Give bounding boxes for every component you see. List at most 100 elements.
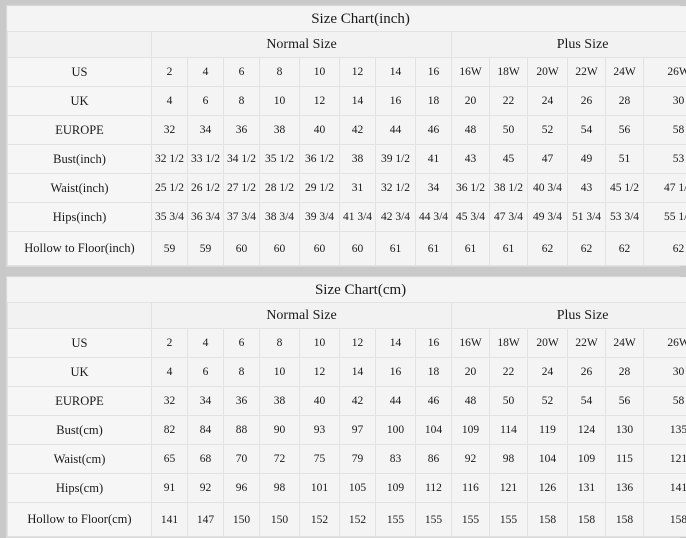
table-cell: 114	[490, 416, 528, 445]
table-cell: 55 1/2	[644, 203, 686, 232]
table-cell: 36 3/4	[188, 203, 224, 232]
table-cell: 45 1/2	[606, 174, 644, 203]
table-cell: 147	[188, 503, 224, 537]
table-cell: 116	[452, 474, 490, 503]
table-cell: 72	[260, 445, 300, 474]
row-label: Hips(cm)	[8, 474, 152, 503]
table-cell: 26	[568, 87, 606, 116]
table-cell: 18	[416, 358, 452, 387]
table-cell: 36	[224, 387, 260, 416]
table-cell: 109	[452, 416, 490, 445]
table-cell: 152	[340, 503, 376, 537]
table-cell: 92	[188, 474, 224, 503]
inch-group-header: Normal Size	[152, 32, 452, 58]
table-cell: 20	[452, 358, 490, 387]
table-cell: 119	[528, 416, 568, 445]
table-cell: 36	[224, 116, 260, 145]
table-cell: 79	[340, 445, 376, 474]
table-cell: 32	[152, 116, 188, 145]
table-cell: 121	[644, 445, 686, 474]
table-cell: 30	[644, 358, 686, 387]
table-cell: 56	[606, 387, 644, 416]
row-label: Hollow to Floor(inch)	[8, 232, 152, 266]
table-cell: 100	[376, 416, 416, 445]
table-cell: 88	[224, 416, 260, 445]
table-cell: 34	[416, 174, 452, 203]
table-cell: 121	[490, 474, 528, 503]
table-cell: 26	[568, 358, 606, 387]
table-cell: 16	[376, 358, 416, 387]
table-cell: 75	[300, 445, 340, 474]
table-cell: 42	[340, 387, 376, 416]
table-cell: 24	[528, 358, 568, 387]
table-cell: 50	[490, 116, 528, 145]
table-cell: 61	[490, 232, 528, 266]
inch-group-header: Plus Size	[452, 32, 686, 58]
inch-group-corner	[8, 32, 152, 58]
row-label: Waist(inch)	[8, 174, 152, 203]
table-cell: 8	[224, 87, 260, 116]
table-cell: 28 1/2	[260, 174, 300, 203]
table-cell: 34	[188, 116, 224, 145]
table-cell: 35 1/2	[260, 145, 300, 174]
table-cell: 60	[224, 232, 260, 266]
table-cell: 155	[490, 503, 528, 537]
table-cell: 65	[152, 445, 188, 474]
table-cell: 22W	[568, 58, 606, 87]
row-label: Waist(cm)	[8, 445, 152, 474]
table-cell: 53 3/4	[606, 203, 644, 232]
table-cell: 38	[260, 387, 300, 416]
table-cell: 155	[452, 503, 490, 537]
table-cell: 32	[152, 387, 188, 416]
table-cell: 86	[416, 445, 452, 474]
table-cell: 4	[188, 58, 224, 87]
table-cell: 101	[300, 474, 340, 503]
table-cell: 45 3/4	[452, 203, 490, 232]
table-cell: 46	[416, 116, 452, 145]
table-cell: 47 3/4	[490, 203, 528, 232]
table-cell: 97	[340, 416, 376, 445]
table-cell: 24	[528, 87, 568, 116]
table-cell: 39 1/2	[376, 145, 416, 174]
table-cell: 124	[568, 416, 606, 445]
table-cell: 22	[490, 87, 528, 116]
table-cell: 32 1/2	[152, 145, 188, 174]
table-cell: 38	[340, 145, 376, 174]
table-cell: 61	[452, 232, 490, 266]
table-cell: 35 3/4	[152, 203, 188, 232]
table-cell: 12	[340, 329, 376, 358]
table-cell: 38 3/4	[260, 203, 300, 232]
table-cell: 14	[340, 358, 376, 387]
table-cell: 152	[300, 503, 340, 537]
table-cell: 31	[340, 174, 376, 203]
table-cell: 59	[188, 232, 224, 266]
table-cell: 62	[528, 232, 568, 266]
table-cell: 41 3/4	[340, 203, 376, 232]
table-cell: 10	[300, 58, 340, 87]
table-cell: 43	[568, 174, 606, 203]
table-cell: 61	[416, 232, 452, 266]
table-cell: 24W	[606, 58, 644, 87]
cm-title-row: Size Chart(cm)	[8, 278, 686, 303]
table-cell: 26W	[644, 58, 686, 87]
table-cell: 6	[188, 358, 224, 387]
table-cell: 16	[416, 58, 452, 87]
table-cell: 150	[224, 503, 260, 537]
table-cell: 16	[416, 329, 452, 358]
table-cell: 39 3/4	[300, 203, 340, 232]
table-cell: 52	[528, 116, 568, 145]
inch-title-row: Size Chart(inch)	[8, 7, 686, 32]
table-cell: 44	[376, 387, 416, 416]
table-cell: 2	[152, 58, 188, 87]
table-cell: 29 1/2	[300, 174, 340, 203]
table-cell: 70	[224, 445, 260, 474]
table-cell: 155	[376, 503, 416, 537]
table-cell: 42 3/4	[376, 203, 416, 232]
